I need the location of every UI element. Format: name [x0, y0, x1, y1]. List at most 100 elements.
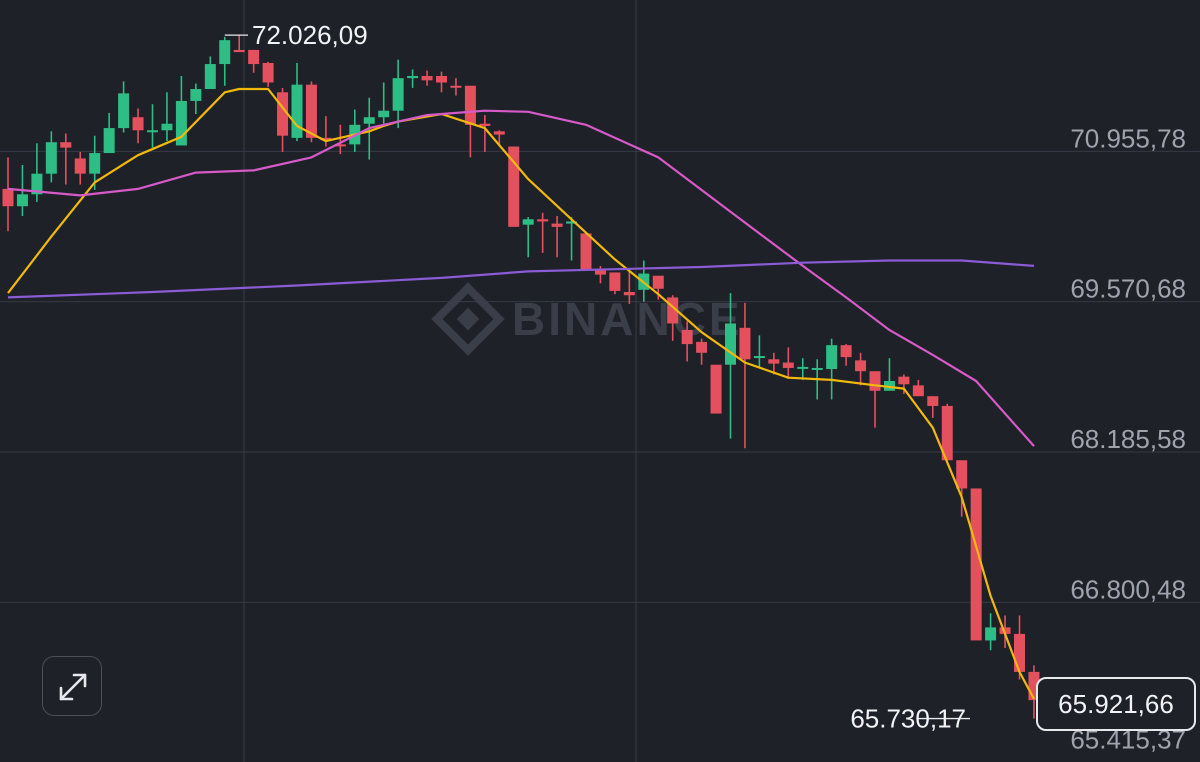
candle [305, 81, 317, 143]
candle [710, 364, 722, 414]
candle [277, 87, 289, 152]
candle-body [334, 144, 346, 147]
candle [840, 344, 852, 366]
annotations: 72.026,09 65.730,17 [224, 20, 1041, 734]
high-price-label: 72.026,09 [252, 20, 368, 50]
candle [696, 338, 708, 365]
candle-body [421, 75, 433, 81]
candle [248, 49, 260, 73]
candle [522, 217, 534, 258]
candle-body [999, 627, 1011, 634]
candle [378, 82, 390, 124]
candle [349, 109, 361, 152]
candle [551, 216, 563, 258]
candle-body [392, 78, 404, 111]
candle-body [262, 62, 274, 83]
low-price-label: 65.730,17 [850, 704, 966, 734]
candle-body [551, 223, 563, 227]
y-tick-label: 69.570,68 [1070, 274, 1186, 304]
candle [219, 36, 231, 86]
candle [739, 302, 751, 449]
candle [334, 124, 346, 155]
candle-body [826, 345, 838, 370]
candle-body [710, 364, 722, 414]
candle [1028, 665, 1040, 719]
candle [667, 295, 679, 341]
candle-body [479, 123, 491, 126]
candle-body [132, 117, 144, 131]
candle-body [190, 89, 202, 101]
candle [450, 78, 462, 96]
candle [855, 352, 867, 386]
candle [782, 347, 794, 379]
candle [31, 143, 43, 202]
candle [652, 275, 664, 300]
candle [493, 130, 505, 146]
candles [2, 34, 1040, 719]
candle [985, 613, 997, 651]
candle [566, 217, 578, 261]
candle [45, 131, 57, 183]
candle [175, 75, 187, 146]
candle [609, 272, 621, 295]
candle-body [464, 85, 476, 125]
candle [537, 212, 549, 253]
candle-body [811, 367, 823, 370]
expand-arrows-icon [59, 673, 87, 701]
candle [291, 62, 303, 142]
candle-body [609, 272, 621, 291]
candle-body [74, 158, 86, 174]
candle-body [652, 275, 664, 289]
candle-body [118, 93, 130, 129]
moving-averages [7, 87, 1035, 700]
candle [118, 81, 130, 133]
candle-body [1028, 671, 1040, 701]
candle-body [696, 341, 708, 353]
candle [132, 108, 144, 144]
candle-body [869, 371, 881, 391]
candle [436, 71, 447, 93]
last-price-badge: 65.921,66 [1036, 677, 1196, 731]
fullscreen-button[interactable] [42, 656, 102, 716]
ma-line [7, 259, 1035, 299]
candle-body [508, 146, 520, 227]
candle-body [493, 131, 505, 135]
candle [60, 133, 72, 185]
candle-body [522, 219, 534, 225]
candle-body [175, 100, 187, 146]
candle [262, 61, 274, 87]
candle-body [970, 488, 982, 641]
candle [74, 151, 86, 185]
candle-body [219, 40, 231, 65]
candle-body [147, 130, 158, 133]
candle-body [378, 110, 390, 118]
candle [161, 92, 173, 142]
candle-body [855, 360, 867, 372]
candle [479, 115, 491, 152]
y-tick-label: 70.955,78 [1070, 123, 1186, 153]
candle-body [985, 627, 997, 641]
candle-body [667, 297, 679, 324]
candle [826, 338, 838, 400]
candle-body [956, 460, 968, 489]
candle [725, 293, 736, 439]
candle [407, 69, 419, 88]
candle-body [537, 219, 549, 222]
candle-body [31, 173, 43, 195]
candle-body [2, 188, 14, 207]
candle-body [436, 75, 447, 83]
candle [768, 352, 780, 375]
candle-body [898, 376, 910, 385]
candle-body [681, 329, 693, 345]
candle-body [797, 366, 809, 369]
candle [912, 379, 924, 397]
y-tick-label: 68.185,58 [1070, 424, 1186, 454]
candle-body [60, 142, 72, 148]
candle [147, 104, 158, 148]
candle-body [739, 327, 751, 360]
candle [753, 335, 765, 367]
candle [797, 358, 809, 380]
candle-body [89, 153, 101, 174]
